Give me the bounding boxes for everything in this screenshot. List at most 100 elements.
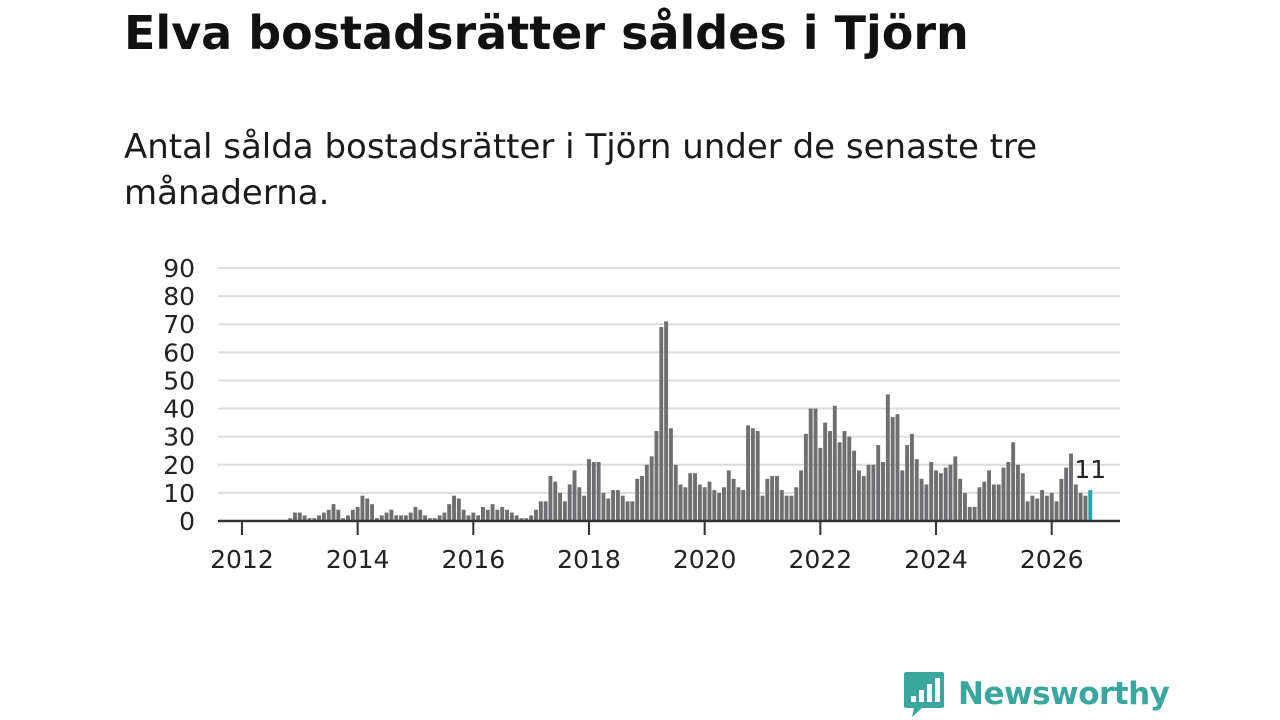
bar xyxy=(1030,495,1035,521)
bar xyxy=(543,501,548,521)
bar xyxy=(384,512,389,521)
bar xyxy=(929,461,934,521)
y-tick-label: 20 xyxy=(163,451,195,480)
bar xyxy=(302,515,307,521)
bar xyxy=(712,490,717,521)
bar xyxy=(466,515,471,521)
bar xyxy=(678,484,683,521)
bar xyxy=(818,447,823,521)
bar xyxy=(413,506,418,521)
bar xyxy=(828,431,832,521)
bar xyxy=(813,408,818,521)
bar xyxy=(856,470,861,521)
bar xyxy=(963,492,967,521)
bar xyxy=(630,501,635,521)
grid-lines xyxy=(218,267,1120,494)
bar xyxy=(321,512,326,521)
bar xyxy=(953,456,958,521)
bar xyxy=(577,487,582,521)
bar xyxy=(558,492,563,521)
bar xyxy=(495,509,500,521)
bar xyxy=(924,484,929,521)
bar xyxy=(938,473,943,521)
bar xyxy=(1025,501,1030,521)
bar xyxy=(346,515,350,521)
bar xyxy=(331,504,336,521)
bar xyxy=(288,518,293,521)
bar xyxy=(770,476,775,521)
y-tick-label: 50 xyxy=(163,366,195,395)
bar xyxy=(562,501,567,521)
x-tick-label: 2012 xyxy=(210,545,274,574)
bar xyxy=(423,515,428,521)
bar xyxy=(958,478,963,521)
bar xyxy=(1035,498,1040,521)
y-tick-label: 80 xyxy=(163,282,195,311)
bar xyxy=(452,495,456,521)
y-tick-label: 10 xyxy=(163,479,195,508)
bar xyxy=(418,509,423,521)
bar xyxy=(722,487,726,521)
bar xyxy=(567,484,572,521)
bar xyxy=(476,515,481,521)
bar xyxy=(688,473,693,521)
bar xyxy=(509,512,514,521)
bar xyxy=(900,470,905,521)
bar xyxy=(553,481,558,521)
bar xyxy=(370,504,375,521)
axes xyxy=(218,519,1120,535)
bar xyxy=(442,512,447,521)
bar xyxy=(948,464,953,521)
bar xyxy=(683,487,688,521)
bar xyxy=(905,445,910,521)
y-tick-label: 60 xyxy=(163,338,195,367)
bar xyxy=(746,425,750,521)
bar xyxy=(664,321,669,521)
bar xyxy=(972,506,977,521)
bar xyxy=(1006,461,1011,521)
bar xyxy=(755,431,760,521)
newsworthy-logo: Newsworthy xyxy=(902,670,1170,718)
bar xyxy=(432,518,437,521)
bar xyxy=(977,487,982,521)
bar xyxy=(596,461,601,521)
bar xyxy=(1020,473,1025,521)
bar xyxy=(866,464,871,521)
bar xyxy=(943,467,948,521)
bar xyxy=(1044,495,1049,521)
x-tick-label: 2026 xyxy=(1020,545,1084,574)
bar xyxy=(996,484,1001,521)
y-tick-label: 30 xyxy=(163,423,195,452)
bar xyxy=(876,445,881,521)
bar xyxy=(341,518,346,521)
x-tick-label: 2024 xyxy=(904,545,968,574)
bar xyxy=(1011,442,1016,521)
bar xyxy=(890,416,895,521)
bar xyxy=(572,470,577,521)
y-tick-label: 40 xyxy=(163,395,195,424)
bar xyxy=(736,487,741,521)
bar xyxy=(881,461,885,521)
bar xyxy=(837,442,842,521)
bar xyxy=(750,428,755,521)
bar xyxy=(591,461,596,521)
bar xyxy=(408,512,413,521)
bar xyxy=(437,515,442,521)
bar xyxy=(403,515,408,521)
bar xyxy=(389,509,394,521)
bar xyxy=(500,506,505,521)
bar xyxy=(582,495,587,521)
bar xyxy=(991,484,996,521)
bar xyxy=(731,478,736,521)
bar xyxy=(447,504,452,521)
bar xyxy=(307,518,312,521)
y-tick-label: 0 xyxy=(179,507,195,536)
y-tick-label: 70 xyxy=(163,310,195,339)
bar xyxy=(620,495,625,521)
bar xyxy=(799,470,804,521)
bar xyxy=(934,470,938,521)
bar xyxy=(885,394,890,521)
bar xyxy=(1040,490,1045,521)
bar xyxy=(326,509,331,521)
